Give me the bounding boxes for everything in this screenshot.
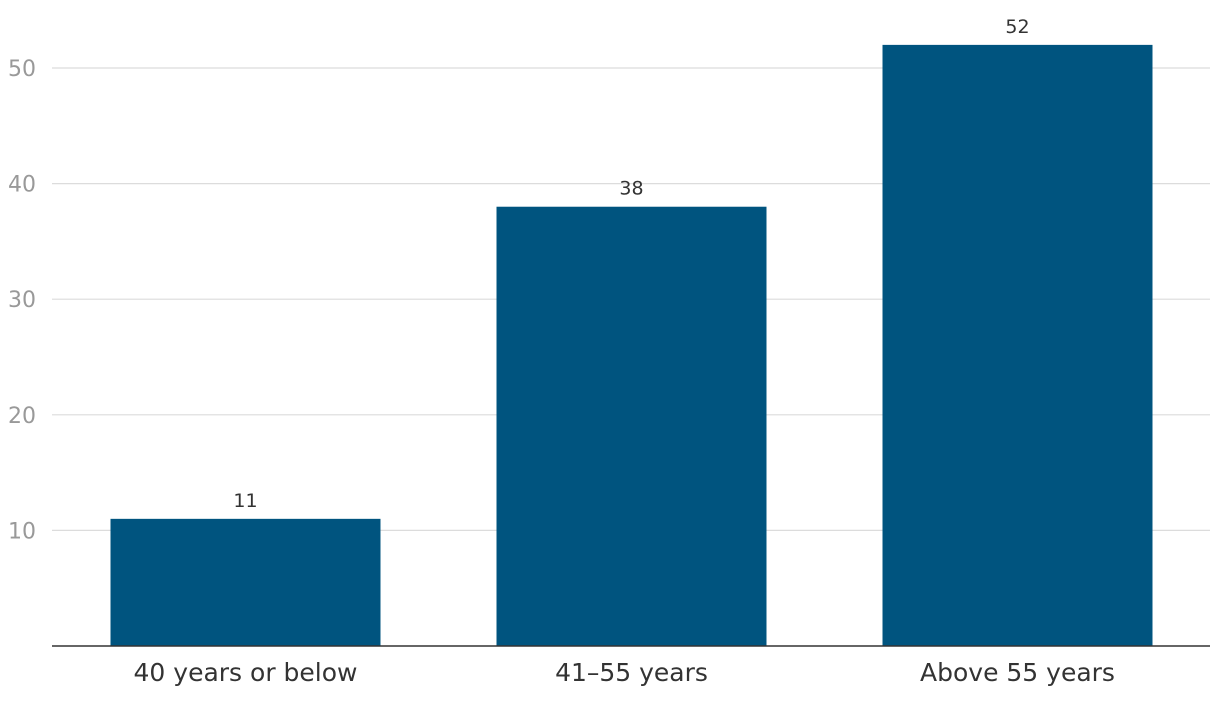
- bar: [496, 206, 767, 646]
- bar-data-label: 11: [233, 490, 257, 512]
- y-tick-label: 50: [8, 57, 36, 82]
- y-tick-label: 20: [8, 404, 36, 429]
- x-category-label: 40 years or below: [134, 658, 358, 687]
- x-axis-ticks: 40 years or below 41–55 years Above 55 yea…: [134, 658, 1115, 687]
- x-category-label: 41–55 years: [555, 658, 708, 687]
- bars: [110, 44, 1153, 646]
- x-category-label: Above 55 years: [920, 658, 1115, 687]
- y-axis-ticks: 10 20 30 40 50: [8, 57, 36, 544]
- bar-data-label: 38: [619, 178, 643, 200]
- data-labels: 11 38 52: [233, 16, 1029, 512]
- y-tick-label: 10: [8, 519, 36, 544]
- bar: [110, 518, 381, 646]
- bar: [882, 44, 1153, 646]
- y-tick-label: 40: [8, 173, 36, 198]
- y-tick-label: 30: [8, 288, 36, 313]
- bar-data-label: 52: [1005, 16, 1029, 38]
